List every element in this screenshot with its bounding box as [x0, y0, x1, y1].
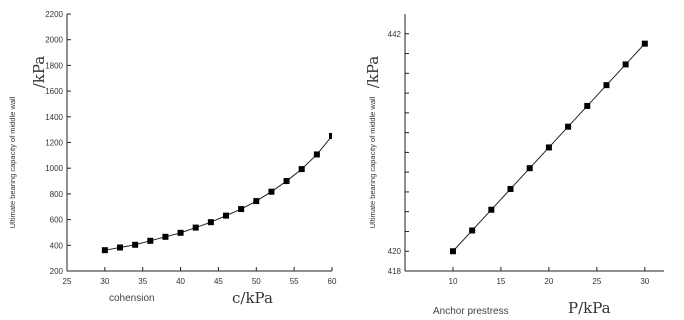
- x-tick-label: 25: [592, 277, 601, 286]
- y-tick-label: 1600: [45, 87, 63, 96]
- y-tick-label: 442: [388, 30, 402, 39]
- x-tick-label: 20: [544, 277, 553, 286]
- x-tick-label: 10: [449, 277, 458, 286]
- y-axis-unit: /kPa: [30, 56, 48, 89]
- x-tick-label: 60: [328, 277, 337, 286]
- data-point: [584, 102, 591, 109]
- data-point: [622, 61, 629, 68]
- data-point: [313, 151, 320, 158]
- x-tick-label: 45: [214, 277, 223, 286]
- data-point: [603, 82, 610, 89]
- y-tick-label: 800: [50, 190, 64, 199]
- data-point: [298, 166, 305, 173]
- y-tick-label: 1400: [45, 113, 63, 122]
- x-axis-unit: c/kPa: [232, 289, 273, 307]
- data-point: [268, 188, 275, 195]
- x-tick-label: 30: [640, 277, 649, 286]
- y-tick-label: 600: [50, 216, 64, 225]
- x-tick-label: 15: [496, 277, 505, 286]
- y-tick-label: 2200: [45, 10, 63, 19]
- data-point: [223, 212, 229, 219]
- y-tick-label: 2000: [45, 36, 63, 45]
- y-tick-label: 418: [388, 267, 402, 276]
- x-axis-label: Anchor prestress: [433, 306, 509, 317]
- x-tick-label: 50: [252, 277, 261, 286]
- data-point: [565, 123, 572, 130]
- x-tick-label: 55: [290, 277, 299, 286]
- data-point: [507, 185, 514, 192]
- y-axis-unit: /kPa: [364, 56, 382, 89]
- chart-anchor-prestress: 418 420 442 10 15 20 25 30 Ultimate bearing capa…: [364, 14, 664, 317]
- x-axis-unit: P/kPa: [568, 299, 611, 317]
- data-point: [117, 244, 123, 251]
- y-axis-label: Ultimate bearing capacity of middle wall: [8, 96, 17, 228]
- y-tick-label: 420: [388, 247, 402, 256]
- x-tick-label: 30: [100, 277, 109, 286]
- data-point: [545, 144, 552, 151]
- series-0: [449, 40, 648, 255]
- data-point: [147, 237, 154, 244]
- data-point: [101, 247, 108, 254]
- x-axis-label: cohension: [109, 293, 155, 304]
- data-point: [469, 227, 476, 234]
- data-point: [132, 241, 139, 248]
- data-point: [488, 206, 495, 213]
- series-line: [104, 135, 332, 251]
- chart-cohesion: 200 400 600 800 1000 1200 1400 1600 1800 2000 2200…: [8, 10, 350, 307]
- y-tick-label: 1000: [45, 164, 63, 173]
- y-axis-label: Ultimate bearing capacity of middle wall: [368, 96, 377, 228]
- data-point: [238, 206, 245, 213]
- data-point: [449, 248, 456, 255]
- x-tick-label: 35: [138, 277, 147, 286]
- x-tick-label: 40: [176, 277, 185, 286]
- data-point: [207, 219, 214, 226]
- data-point: [329, 132, 332, 139]
- y-tick-label: 1800: [45, 61, 63, 70]
- data-point: [526, 165, 533, 172]
- data-point: [162, 233, 169, 240]
- series-0: [101, 110, 350, 254]
- x-tick-label: 25: [63, 277, 72, 286]
- data-point: [177, 229, 184, 236]
- data-point: [641, 40, 648, 47]
- y-tick-label: 400: [50, 241, 64, 250]
- data-point: [192, 224, 199, 231]
- data-point: [344, 110, 350, 116]
- data-point: [253, 198, 260, 205]
- y-tick-label: 1200: [45, 139, 63, 148]
- data-point: [283, 178, 290, 185]
- y-tick-label: 200: [50, 267, 64, 276]
